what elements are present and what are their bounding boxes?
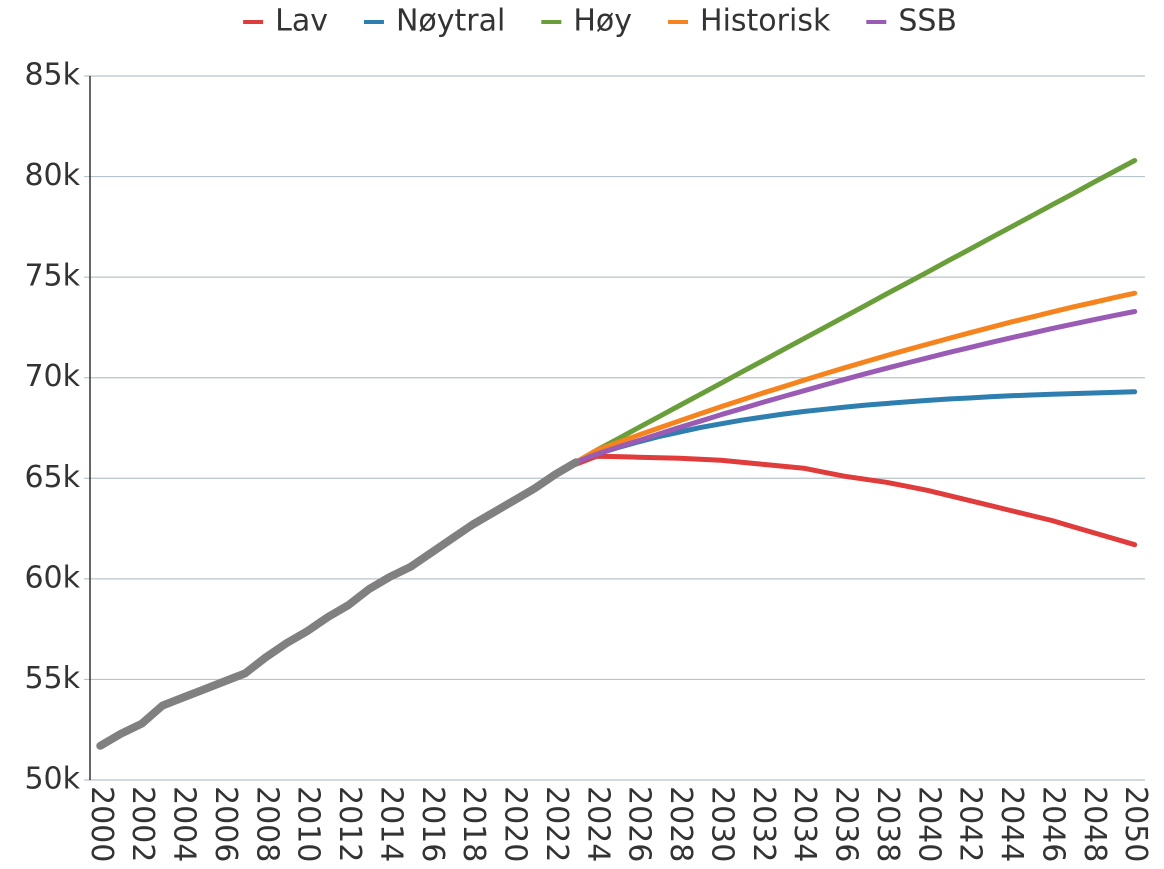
x-tick-label: 2004: [167, 786, 202, 862]
legend-item: Lav: [243, 4, 328, 39]
x-tick-label: 2050: [1118, 786, 1153, 862]
x-tick-label: 2010: [291, 786, 326, 862]
x-tick-label: 2030: [704, 786, 739, 862]
y-tick-label: 55k: [24, 661, 80, 696]
legend-item: SSB: [866, 4, 957, 39]
x-tick-label: 2032: [746, 786, 781, 862]
x-tick-label: 2046: [1035, 786, 1070, 862]
y-tick-label: 85k: [24, 58, 80, 93]
x-tick-label: 2002: [125, 786, 160, 862]
x-tick-label: 2034: [787, 786, 822, 862]
data-line: [573, 158, 1138, 465]
legend-label: Nøytral: [396, 4, 505, 39]
x-tick-label: 2026: [622, 786, 657, 862]
data-line: [573, 290, 1138, 465]
x-tick-label: 2006: [208, 786, 243, 862]
x-tick-label: 2036: [829, 786, 864, 862]
y-tick-label: 65k: [24, 460, 80, 495]
data-line: [573, 453, 1138, 548]
x-tick-label: 2048: [1077, 786, 1112, 862]
y-tick-label: 60k: [24, 560, 80, 595]
y-tick-label: 50k: [24, 762, 80, 797]
legend-item: Nøytral: [363, 4, 505, 39]
x-tick-label: 2008: [249, 786, 284, 862]
x-tick-label: 2020: [498, 786, 533, 862]
legend-label: Historisk: [700, 4, 831, 39]
x-tick-label: 2018: [456, 786, 491, 862]
legend-label: SSB: [898, 4, 957, 39]
x-tick-label: 2024: [580, 786, 615, 862]
x-tick-label: 2038: [870, 786, 905, 862]
legend-label: Lav: [275, 4, 328, 39]
legend: Lav Nøytral Høy Historisk SSB: [243, 4, 957, 39]
data-line: [96, 458, 581, 750]
data-line: [573, 309, 1138, 465]
legend-item: Historisk: [668, 4, 831, 39]
x-tick-label: 2042: [953, 786, 988, 862]
legend-label: Høy: [573, 4, 632, 39]
x-tick-label: 2044: [994, 786, 1029, 862]
x-tick-label: 2012: [332, 786, 367, 862]
y-tick-label: 75k: [24, 259, 80, 294]
x-tick-label: 2000: [84, 786, 119, 862]
x-tick-label: 2028: [663, 786, 698, 862]
x-tick-label: 2022: [539, 786, 574, 862]
x-tick-label: 2016: [415, 786, 450, 862]
y-tick-label: 70k: [24, 359, 80, 394]
x-tick-label: 2040: [911, 786, 946, 862]
y-tick-label: 80k: [24, 158, 80, 193]
legend-item: Høy: [541, 4, 632, 39]
x-tick-label: 2014: [373, 786, 408, 862]
data-line: [573, 389, 1138, 465]
